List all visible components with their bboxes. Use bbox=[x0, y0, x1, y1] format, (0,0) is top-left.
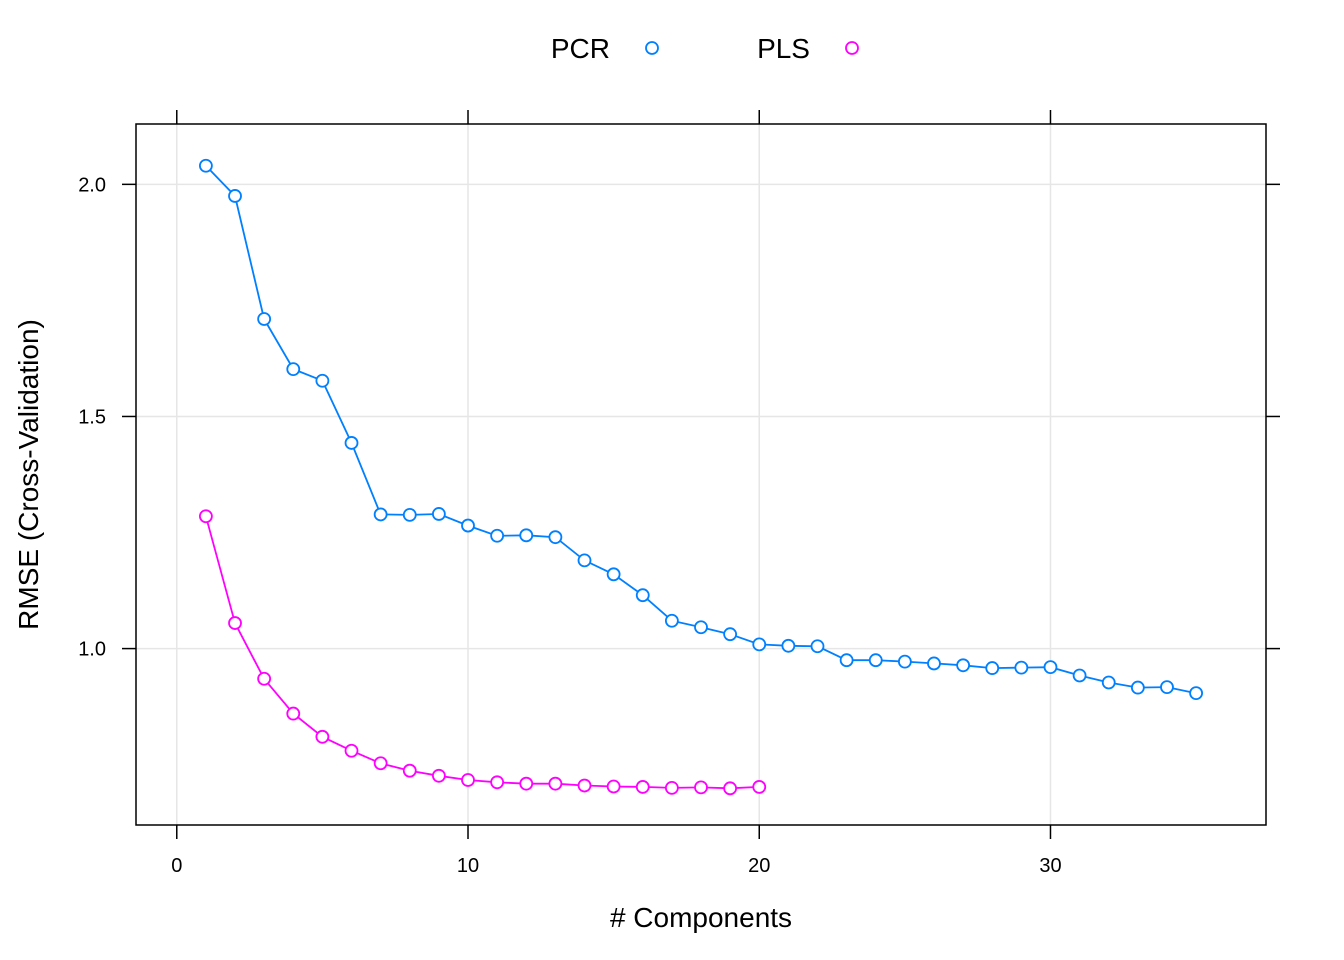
y-tick-label: 1.5 bbox=[78, 406, 106, 428]
data-point-pcr bbox=[956, 658, 971, 673]
data-point-pls bbox=[752, 780, 767, 794]
data-point-pls bbox=[228, 616, 242, 630]
data-point-pcr bbox=[1130, 680, 1145, 695]
data-point-pls bbox=[664, 780, 679, 795]
data-point-pcr bbox=[1043, 660, 1058, 675]
data-point-pcr bbox=[723, 627, 738, 642]
data-point-pls bbox=[402, 763, 417, 778]
data-point-pcr bbox=[431, 507, 446, 521]
data-point-pcr bbox=[198, 158, 213, 173]
data-point-pls bbox=[315, 729, 330, 744]
data-point-pcr bbox=[490, 528, 505, 543]
data-point-pcr bbox=[1189, 686, 1204, 701]
data-point-pcr bbox=[315, 373, 330, 388]
x-tick-label: 30 bbox=[1039, 855, 1061, 877]
data-point-pcr bbox=[373, 507, 388, 522]
y-axis-title: RMSE (Cross-Validation) bbox=[13, 319, 44, 630]
data-point-pcr bbox=[781, 638, 796, 653]
data-point-pcr bbox=[839, 653, 854, 668]
x-tick-label: 0 bbox=[171, 855, 182, 877]
data-point-pls bbox=[257, 671, 272, 686]
data-point-pls bbox=[461, 773, 475, 787]
data-point-pcr bbox=[752, 637, 767, 652]
x-axis-title: # Components bbox=[610, 902, 792, 933]
data-point-pcr bbox=[1014, 660, 1029, 675]
data-point-pls bbox=[577, 778, 592, 793]
data-point-pcr bbox=[1072, 668, 1087, 683]
y-tick-label: 1.0 bbox=[78, 639, 106, 661]
data-point-pcr bbox=[461, 518, 475, 533]
data-point-pcr bbox=[402, 507, 417, 522]
data-point-pcr bbox=[257, 312, 272, 326]
data-point-pcr bbox=[664, 613, 679, 628]
y-tick-label: 2.0 bbox=[78, 174, 106, 196]
x-tick-label: 10 bbox=[457, 855, 479, 877]
grid bbox=[136, 124, 1266, 825]
data-point-pcr bbox=[1160, 680, 1174, 695]
legend-marker-pls bbox=[845, 41, 859, 55]
series-pcr bbox=[198, 158, 1204, 701]
data-point-pcr bbox=[927, 656, 941, 671]
data-point-pcr bbox=[548, 530, 563, 545]
x-tick-label: 20 bbox=[748, 855, 770, 877]
data-point-pls bbox=[344, 743, 359, 758]
data-point-pls bbox=[490, 775, 505, 790]
data-point-pls bbox=[519, 776, 534, 791]
legend: PCR PLS bbox=[551, 33, 859, 64]
data-point-pcr bbox=[985, 661, 1000, 675]
data-point-pcr bbox=[635, 588, 650, 603]
data-point-pcr bbox=[1101, 675, 1116, 690]
data-point-pls bbox=[431, 768, 446, 783]
data-point-pcr bbox=[519, 528, 534, 543]
data-point-pcr bbox=[868, 653, 883, 668]
data-point-pls bbox=[548, 776, 563, 791]
legend-label-pls: PLS bbox=[757, 33, 810, 64]
data-point-pcr bbox=[228, 189, 242, 203]
series-layer bbox=[198, 158, 1204, 796]
data-point-pls bbox=[606, 779, 621, 794]
series-line-pcr bbox=[205, 165, 1197, 695]
data-point-pls bbox=[694, 780, 708, 795]
legend-label-pcr: PCR bbox=[551, 33, 610, 64]
series-pls bbox=[198, 509, 767, 796]
data-point-pls bbox=[198, 509, 213, 524]
data-point-pls bbox=[286, 706, 301, 721]
data-point-pcr bbox=[694, 620, 708, 635]
series-line-pls bbox=[205, 516, 760, 790]
plot-frame bbox=[135, 123, 1267, 826]
legend-marker-pcr bbox=[645, 41, 659, 55]
data-point-pcr bbox=[810, 639, 825, 654]
data-point-pls bbox=[723, 781, 738, 796]
data-point-pls bbox=[635, 780, 650, 794]
data-point-pcr bbox=[286, 362, 301, 377]
axis-ticks: 0 10 20 30 1.0 1.5 2.0 bbox=[78, 110, 1280, 877]
data-point-pcr bbox=[344, 436, 359, 450]
data-point-pcr bbox=[606, 567, 621, 582]
data-point-pcr bbox=[577, 553, 592, 568]
data-point-pcr bbox=[897, 654, 912, 669]
data-point-pls bbox=[373, 756, 388, 771]
